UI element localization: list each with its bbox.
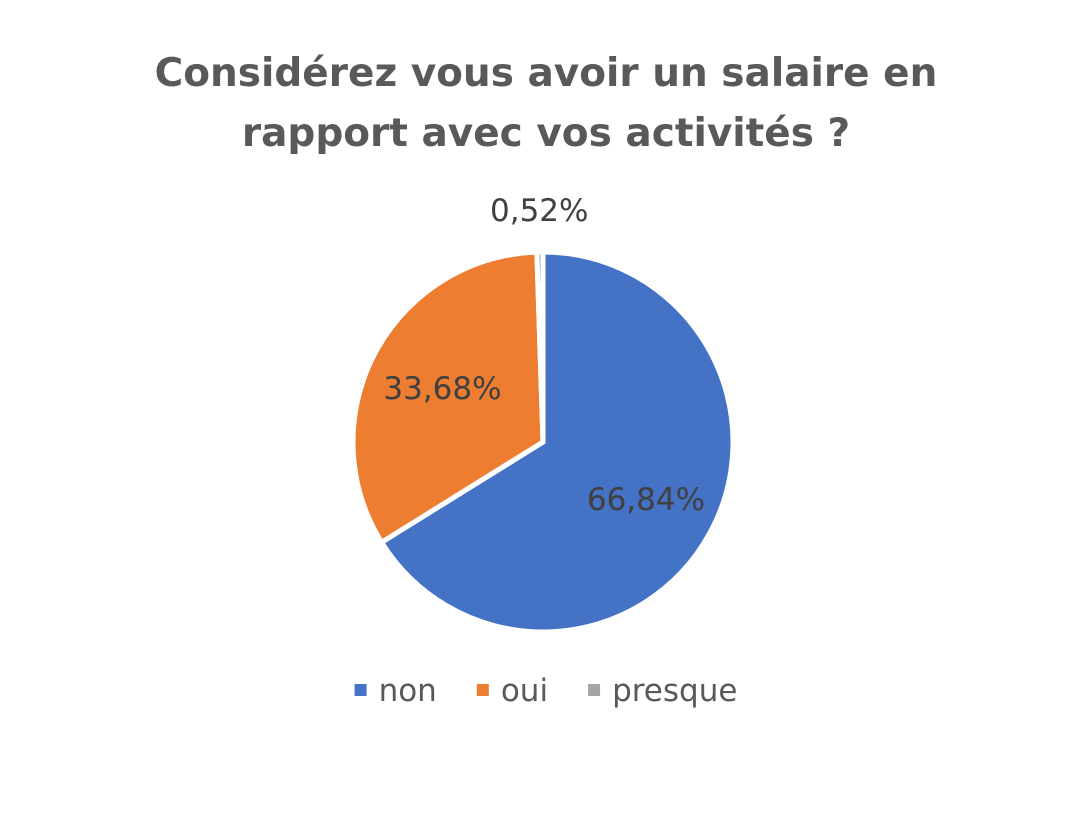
data-labels: 66,84% 33,68% 0,52% (383, 193, 705, 518)
legend-label-non: non (379, 673, 437, 709)
legend-marker-non (354, 684, 367, 696)
data-label-presque: 0,52% (490, 193, 588, 229)
chart-title-line-1: Considérez vous avoir un salaire en (155, 51, 938, 96)
data-label-non: 66,84% (587, 482, 705, 518)
legend-marker-oui (476, 684, 489, 696)
chart-title-line-2: rapport avec vos activités ? (242, 111, 850, 156)
pie-slice-non (378, 249, 736, 635)
chart-title: Considérez vous avoir un salaire en rapp… (155, 51, 938, 156)
pie-slice-oui (350, 249, 546, 546)
legend-label-presque: presque (612, 673, 737, 709)
data-label-oui: 33,68% (383, 371, 501, 407)
pie-slice-presque (534, 249, 546, 443)
pie-slices (350, 249, 736, 635)
legend: non oui presque (354, 673, 737, 709)
legend-label-oui: oui (501, 673, 548, 709)
legend-marker-presque (588, 684, 601, 696)
